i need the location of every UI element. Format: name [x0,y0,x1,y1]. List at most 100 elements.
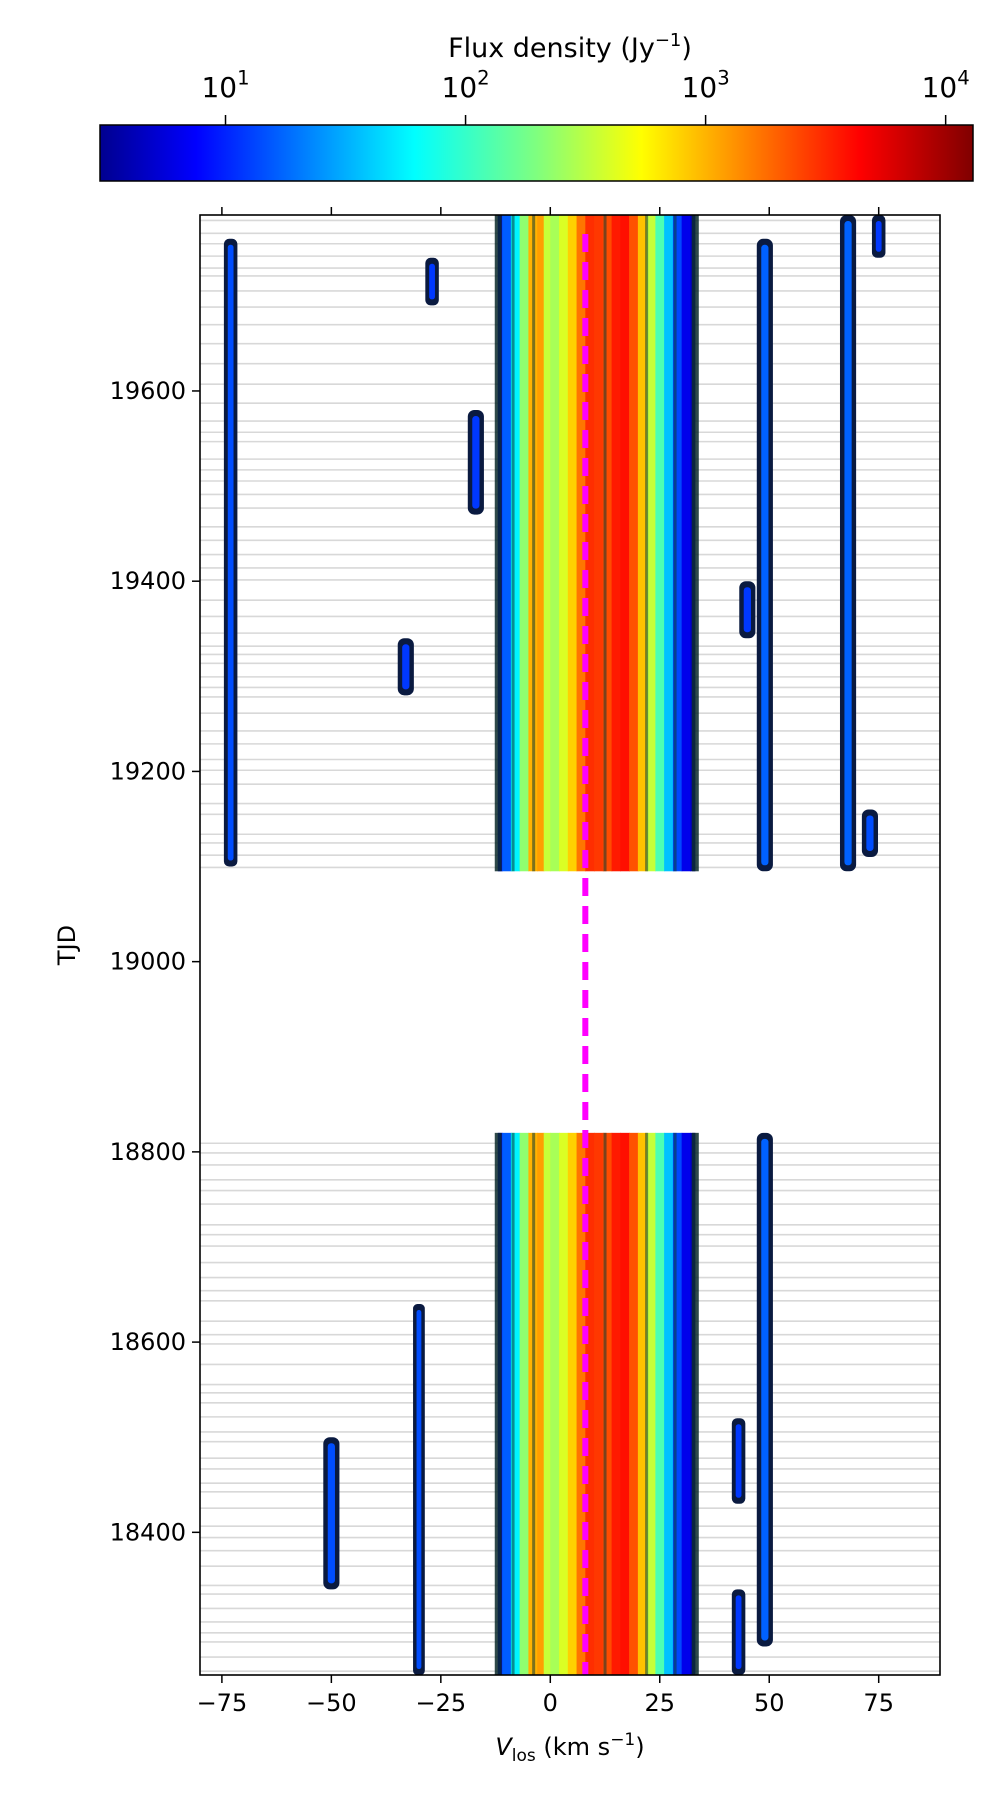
emission-band-stripe [559,1132,569,1675]
emission-band-stripe [646,1132,656,1675]
emission-band-stripe [611,1132,621,1675]
emission-band-stripe [594,1132,604,1675]
x-tick-label: 50 [754,1689,785,1717]
emission-contour-line [645,215,649,872]
emission-band-edge [691,1132,699,1675]
plot-frame [199,214,941,1676]
x-tick-label: 0 [543,1689,558,1717]
emission-contour-line [532,215,536,872]
emission-band-stripe [585,1132,595,1675]
emission-band-stripe [550,1132,560,1675]
weak-emission-core [402,644,410,690]
x-tick-label: −75 [197,1689,248,1717]
emission-band-stripe [559,215,569,872]
weak-emission-core [327,1443,335,1584]
emission-band-stripe [681,1132,692,1675]
emission-band-stripe [602,215,613,872]
emission-contour-line [511,1132,515,1675]
emission-band-stripe [664,1132,674,1675]
emission-band-edge [494,215,502,872]
emission-band-edge [691,215,699,872]
emission-band-stripe [646,215,656,872]
y-tick-label: 19200 [110,757,186,785]
x-tick-label: 25 [644,1689,675,1717]
weak-emission-core [761,244,769,866]
emission-band-stripe [629,215,639,872]
emission-contour-line [511,215,515,872]
heatmap-layer [223,215,886,1675]
emission-band-stripe [537,215,545,872]
colorbar: Flux density (Jy−1) 101 102 103 104 [99,30,974,182]
weak-emission-core [429,263,435,300]
emission-band-stripe [655,1132,665,1675]
colorbar-tick-label: 103 [682,66,730,104]
x-tick-label: −50 [306,1689,357,1717]
weak-emission-core [227,244,234,861]
emission-contour-line [673,1132,677,1675]
y-axis-ticks: 18400 18600 18800 19000 19200 19400 19600 [110,377,200,1546]
emission-band-stripe [672,1132,683,1675]
emission-band-stripe [637,1132,648,1675]
x-axis-label: Vlos (km s−1) [495,1730,644,1766]
x-tick-label: −25 [416,1689,467,1717]
y-tick-label: 18800 [110,1138,186,1166]
y-tick-label: 18400 [110,1518,186,1546]
weak-emission-core [844,221,852,866]
weak-emission-core [866,815,874,852]
emission-band-stripe [585,215,595,872]
y-tick-label: 19600 [110,377,186,405]
emission-band-stripe [611,215,621,872]
emission-band-stripe [629,1132,639,1675]
emission-contour-line [603,215,607,872]
weak-emission-core [416,1310,422,1669]
emission-band-stripe [502,215,512,872]
colorbar-gradient [99,124,974,182]
x-axis-ticks: −75 −50 −25 0 25 50 75 [197,207,894,1717]
colorbar-tick-label: 101 [201,66,249,104]
weak-emission-core [735,1595,742,1669]
colorbar-tick-label: 104 [922,66,970,104]
y-axis-label: TJD [53,925,81,966]
emission-band-stripe [537,1132,545,1675]
emission-band-stripe [620,215,630,872]
emission-band-stripe [519,1132,530,1675]
colorbar-tick-label: 102 [442,66,490,104]
y-tick-label: 19400 [110,567,186,595]
emission-band-stripe [594,215,604,872]
weak-emission-core [735,1424,742,1498]
emission-band-stripe [620,1132,630,1675]
colorbar-ticks: 101 102 103 104 [201,66,970,125]
emission-band-stripe [567,215,578,872]
weak-emission-core [743,587,751,633]
emission-band-stripe [655,215,665,872]
colorbar-label: Flux density (Jy−1) [448,30,692,64]
emission-band-stripe [672,215,683,872]
weak-emission-core [472,415,480,509]
y-tick-label: 18600 [110,1328,186,1356]
emission-band-stripe [576,215,586,872]
emission-band-stripe [519,215,530,872]
emission-band-stripe [637,215,648,872]
emission-band-stripe [543,1132,551,1675]
emission-band-stripe [502,1132,512,1675]
emission-contour-line [603,1132,607,1675]
emission-contour-line [645,1132,649,1675]
emission-band-stripe [576,1132,586,1675]
emission-contour-line [673,215,677,872]
emission-band-stripe [550,215,560,872]
emission-contour-line [532,1132,536,1675]
x-tick-label: 75 [863,1689,894,1717]
emission-band-stripe [510,1132,521,1675]
emission-band-stripe [567,1132,578,1675]
emission-band-stripe [510,215,521,872]
weak-emission-core [875,221,882,252]
emission-band-stripe [664,215,674,872]
emission-band-stripe [681,215,692,872]
emission-band-edge [494,1132,502,1675]
weak-emission-core [761,1138,769,1641]
emission-band-stripe [543,215,551,872]
y-tick-label: 19000 [110,948,186,976]
plot-area: −75 −50 −25 0 25 50 75 18400 18600 18800 19000 192… [53,207,941,1766]
emission-band-stripe [602,1132,613,1675]
